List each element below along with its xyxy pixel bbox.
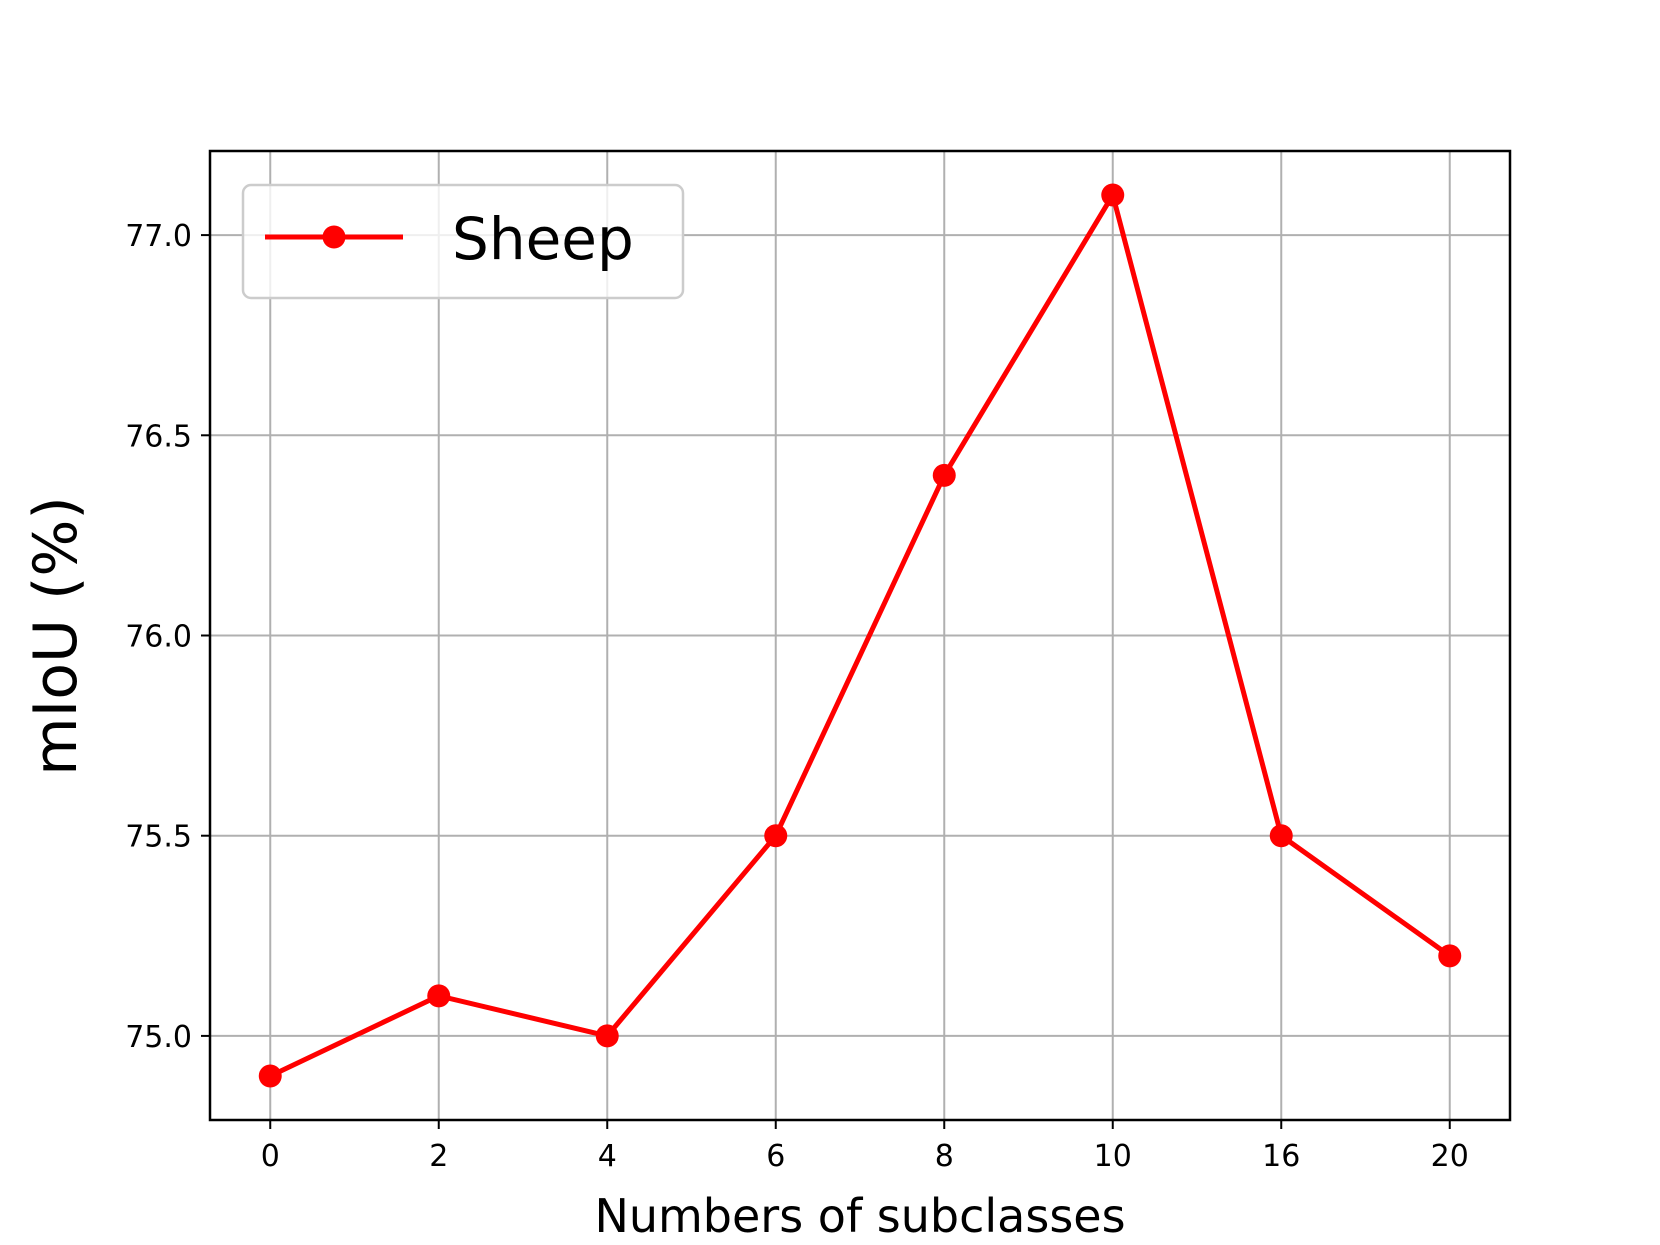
legend-box [241,183,685,300]
y-tick-label: 75.5 [125,820,192,855]
x-tick-label: 20 [1431,1139,1469,1174]
y-tick-label: 76.5 [125,419,192,454]
x-tick-label: 0 [261,1139,280,1174]
x-tick-label: 10 [1094,1139,1132,1174]
y-axis-label: mIoU (%) [21,496,91,776]
data-point [427,984,451,1008]
legend-swatch-marker [322,225,346,249]
x-tick-label: 2 [429,1139,448,1174]
data-point [764,824,788,848]
y-tick-label: 77.0 [125,219,192,254]
series-layer [258,183,1462,1088]
plot-frame [208,149,1512,1122]
data-point [1101,183,1125,207]
y-tick-label: 76.0 [125,620,192,655]
x-axis-label: Numbers of subclasses [594,1189,1125,1243]
data-point [258,1064,282,1088]
grid [210,151,1510,1120]
data-point [932,463,956,487]
ticks: 0 2 4 6 8 10 16 20 75.0 75.5 76.0 76.5 77.0 [125,219,1469,1174]
x-tick-label: 6 [766,1139,785,1174]
data-point [595,1024,619,1048]
x-tick-label: 8 [935,1139,954,1174]
y-tick-label: 75.0 [125,1020,192,1055]
legend: Sheep [241,183,685,300]
data-point [1438,944,1462,968]
x-tick-label: 4 [598,1139,617,1174]
legend-label-sheep: Sheep [452,205,634,273]
x-tick-label: 16 [1262,1139,1300,1174]
data-point [1269,824,1293,848]
series-line-sheep [269,188,1452,1079]
